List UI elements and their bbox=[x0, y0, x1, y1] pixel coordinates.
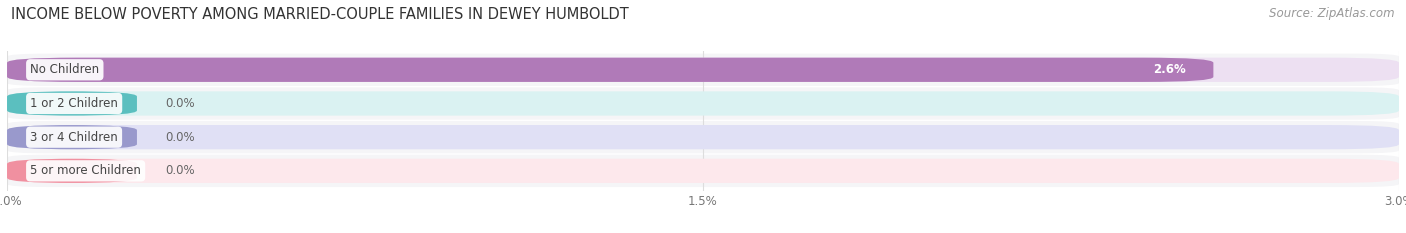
FancyBboxPatch shape bbox=[7, 58, 1213, 82]
FancyBboxPatch shape bbox=[7, 125, 1399, 149]
Text: 1 or 2 Children: 1 or 2 Children bbox=[31, 97, 118, 110]
Text: 2.6%: 2.6% bbox=[1153, 63, 1185, 76]
Text: INCOME BELOW POVERTY AMONG MARRIED-COUPLE FAMILIES IN DEWEY HUMBOLDT: INCOME BELOW POVERTY AMONG MARRIED-COUPL… bbox=[11, 7, 628, 22]
Text: 5 or more Children: 5 or more Children bbox=[31, 164, 141, 177]
Text: 0.0%: 0.0% bbox=[165, 97, 194, 110]
Text: No Children: No Children bbox=[31, 63, 100, 76]
Text: 0.0%: 0.0% bbox=[165, 131, 194, 144]
FancyBboxPatch shape bbox=[7, 125, 136, 149]
FancyBboxPatch shape bbox=[7, 58, 1399, 82]
FancyBboxPatch shape bbox=[7, 155, 1399, 187]
FancyBboxPatch shape bbox=[7, 91, 136, 116]
FancyBboxPatch shape bbox=[7, 159, 1399, 183]
Text: Source: ZipAtlas.com: Source: ZipAtlas.com bbox=[1270, 7, 1395, 20]
FancyBboxPatch shape bbox=[7, 87, 1399, 120]
FancyBboxPatch shape bbox=[7, 121, 1399, 153]
Text: 3 or 4 Children: 3 or 4 Children bbox=[31, 131, 118, 144]
FancyBboxPatch shape bbox=[7, 159, 136, 183]
Text: 0.0%: 0.0% bbox=[165, 164, 194, 177]
FancyBboxPatch shape bbox=[7, 91, 1399, 116]
FancyBboxPatch shape bbox=[7, 54, 1399, 86]
